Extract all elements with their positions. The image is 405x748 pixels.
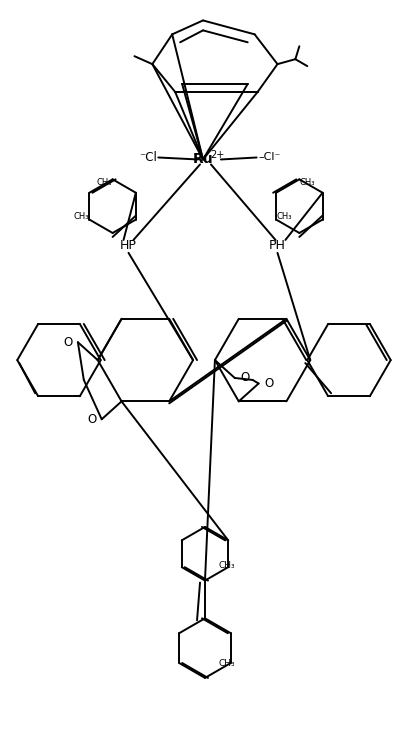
Text: ⁻Cl: ⁻Cl	[139, 151, 157, 164]
Text: CH₃: CH₃	[218, 658, 234, 667]
Text: O: O	[63, 336, 72, 349]
Text: CH₃: CH₃	[74, 212, 89, 221]
Text: O: O	[263, 377, 273, 390]
Text: CH₃: CH₃	[97, 178, 112, 187]
Text: O: O	[87, 413, 96, 426]
Text: CH₃: CH₃	[299, 178, 314, 187]
Text: HP: HP	[120, 239, 136, 252]
Text: 2+: 2+	[209, 150, 224, 159]
Text: CH₃: CH₃	[276, 212, 291, 221]
Text: Ru: Ru	[192, 153, 213, 167]
Text: CH₃: CH₃	[218, 561, 234, 570]
Text: O: O	[239, 372, 249, 384]
Text: PH: PH	[269, 239, 285, 252]
Text: –Cl⁻: –Cl⁻	[258, 153, 280, 162]
